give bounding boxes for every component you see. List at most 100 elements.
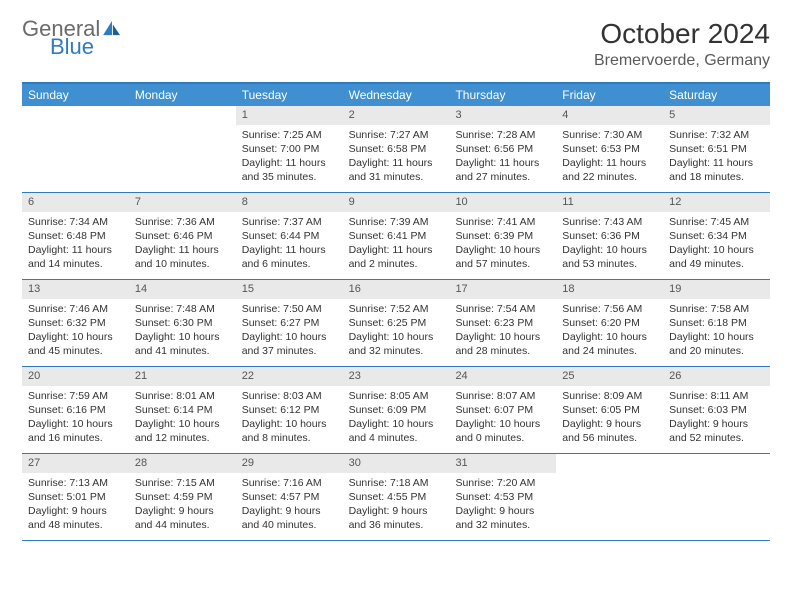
day-content: Sunrise: 7:43 AMSunset: 6:36 PMDaylight:… [556, 212, 663, 278]
sunrise-text: Sunrise: 8:09 AM [562, 389, 657, 403]
calendar: SundayMondayTuesdayWednesdayThursdayFrid… [22, 82, 770, 541]
day-cell: 24Sunrise: 8:07 AMSunset: 6:07 PMDayligh… [449, 367, 556, 453]
sunset-text: Sunset: 6:48 PM [28, 229, 123, 243]
day-cell: 7Sunrise: 7:36 AMSunset: 6:46 PMDaylight… [129, 193, 236, 279]
day-content: Sunrise: 7:16 AMSunset: 4:57 PMDaylight:… [236, 473, 343, 539]
sunrise-text: Sunrise: 7:58 AM [669, 302, 764, 316]
daylight-text: Daylight: 10 hours and 41 minutes. [135, 330, 230, 358]
sunrise-text: Sunrise: 7:27 AM [349, 128, 444, 142]
day-number: 3 [449, 106, 556, 125]
sunrise-text: Sunrise: 7:39 AM [349, 215, 444, 229]
day-cell: 27Sunrise: 7:13 AMSunset: 5:01 PMDayligh… [22, 454, 129, 540]
day-number: 8 [236, 193, 343, 212]
daylight-text: Daylight: 11 hours and 18 minutes. [669, 156, 764, 184]
sunset-text: Sunset: 6:20 PM [562, 316, 657, 330]
day-number: 13 [22, 280, 129, 299]
day-cell: 2Sunrise: 7:27 AMSunset: 6:58 PMDaylight… [343, 106, 450, 192]
day-content: Sunrise: 7:37 AMSunset: 6:44 PMDaylight:… [236, 212, 343, 278]
day-cell [22, 106, 129, 192]
daylight-text: Daylight: 11 hours and 6 minutes. [242, 243, 337, 271]
sunset-text: Sunset: 6:05 PM [562, 403, 657, 417]
sunrise-text: Sunrise: 7:36 AM [135, 215, 230, 229]
sunset-text: Sunset: 6:32 PM [28, 316, 123, 330]
sunset-text: Sunset: 6:25 PM [349, 316, 444, 330]
weekday-row: SundayMondayTuesdayWednesdayThursdayFrid… [22, 84, 770, 106]
sunrise-text: Sunrise: 8:07 AM [455, 389, 550, 403]
sunset-text: Sunset: 6:39 PM [455, 229, 550, 243]
daylight-text: Daylight: 10 hours and 32 minutes. [349, 330, 444, 358]
header: GeneralBlue October 2024 Bremervoerde, G… [22, 18, 770, 70]
day-number: 26 [663, 367, 770, 386]
day-number: 2 [343, 106, 450, 125]
sunrise-text: Sunrise: 7:34 AM [28, 215, 123, 229]
sunrise-text: Sunrise: 7:15 AM [135, 476, 230, 490]
day-content: Sunrise: 8:07 AMSunset: 6:07 PMDaylight:… [449, 386, 556, 452]
day-number: 10 [449, 193, 556, 212]
day-content: Sunrise: 7:13 AMSunset: 5:01 PMDaylight:… [22, 473, 129, 539]
sunrise-text: Sunrise: 7:28 AM [455, 128, 550, 142]
week-row: 6Sunrise: 7:34 AMSunset: 6:48 PMDaylight… [22, 193, 770, 280]
day-cell: 10Sunrise: 7:41 AMSunset: 6:39 PMDayligh… [449, 193, 556, 279]
day-cell: 17Sunrise: 7:54 AMSunset: 6:23 PMDayligh… [449, 280, 556, 366]
day-cell: 5Sunrise: 7:32 AMSunset: 6:51 PMDaylight… [663, 106, 770, 192]
sunrise-text: Sunrise: 7:46 AM [28, 302, 123, 316]
sunset-text: Sunset: 6:16 PM [28, 403, 123, 417]
day-cell: 11Sunrise: 7:43 AMSunset: 6:36 PMDayligh… [556, 193, 663, 279]
day-content: Sunrise: 7:18 AMSunset: 4:55 PMDaylight:… [343, 473, 450, 539]
sunrise-text: Sunrise: 7:37 AM [242, 215, 337, 229]
sunset-text: Sunset: 6:23 PM [455, 316, 550, 330]
weeks-container: 1Sunrise: 7:25 AMSunset: 7:00 PMDaylight… [22, 106, 770, 541]
day-number: 4 [556, 106, 663, 125]
day-number: 27 [22, 454, 129, 473]
day-content: Sunrise: 7:20 AMSunset: 4:53 PMDaylight:… [449, 473, 556, 539]
sunrise-text: Sunrise: 7:30 AM [562, 128, 657, 142]
daylight-text: Daylight: 10 hours and 4 minutes. [349, 417, 444, 445]
daylight-text: Daylight: 9 hours and 52 minutes. [669, 417, 764, 445]
daylight-text: Daylight: 11 hours and 27 minutes. [455, 156, 550, 184]
day-content: Sunrise: 7:52 AMSunset: 6:25 PMDaylight:… [343, 299, 450, 365]
logo-sail-icon [102, 18, 122, 40]
sunrise-text: Sunrise: 7:54 AM [455, 302, 550, 316]
daylight-text: Daylight: 10 hours and 20 minutes. [669, 330, 764, 358]
day-content: Sunrise: 7:34 AMSunset: 6:48 PMDaylight:… [22, 212, 129, 278]
day-content: Sunrise: 8:09 AMSunset: 6:05 PMDaylight:… [556, 386, 663, 452]
day-content: Sunrise: 7:15 AMSunset: 4:59 PMDaylight:… [129, 473, 236, 539]
day-content: Sunrise: 7:45 AMSunset: 6:34 PMDaylight:… [663, 212, 770, 278]
sunset-text: Sunset: 5:01 PM [28, 490, 123, 504]
day-number: 23 [343, 367, 450, 386]
day-content: Sunrise: 7:54 AMSunset: 6:23 PMDaylight:… [449, 299, 556, 365]
sunset-text: Sunset: 4:59 PM [135, 490, 230, 504]
sunrise-text: Sunrise: 7:48 AM [135, 302, 230, 316]
sunrise-text: Sunrise: 7:32 AM [669, 128, 764, 142]
sunset-text: Sunset: 6:18 PM [669, 316, 764, 330]
day-number: 6 [22, 193, 129, 212]
daylight-text: Daylight: 11 hours and 22 minutes. [562, 156, 657, 184]
sunset-text: Sunset: 6:53 PM [562, 142, 657, 156]
sunrise-text: Sunrise: 7:59 AM [28, 389, 123, 403]
location: Bremervoerde, Germany [594, 52, 770, 70]
day-cell: 4 Sunrise: 7:30 AMSunset: 6:53 PMDaylight… [556, 106, 663, 192]
weekday-sunday: Sunday [22, 84, 129, 106]
sunset-text: Sunset: 6:12 PM [242, 403, 337, 417]
sunrise-text: Sunrise: 7:45 AM [669, 215, 764, 229]
day-content: Sunrise: 7:41 AMSunset: 6:39 PMDaylight:… [449, 212, 556, 278]
day-cell [556, 454, 663, 540]
day-number: 1 [236, 106, 343, 125]
day-content: Sunrise: 7:28 AMSunset: 6:56 PMDaylight:… [449, 125, 556, 191]
sunset-text: Sunset: 6:03 PM [669, 403, 764, 417]
sunset-text: Sunset: 6:30 PM [135, 316, 230, 330]
sunset-text: Sunset: 7:00 PM [242, 142, 337, 156]
day-number: 31 [449, 454, 556, 473]
day-content: Sunrise: 7:46 AMSunset: 6:32 PMDaylight:… [22, 299, 129, 365]
daylight-text: Daylight: 11 hours and 31 minutes. [349, 156, 444, 184]
day-number: 29 [236, 454, 343, 473]
day-content: Sunrise: 8:03 AMSunset: 6:12 PMDaylight:… [236, 386, 343, 452]
day-content: Sunrise: 7:39 AMSunset: 6:41 PMDaylight:… [343, 212, 450, 278]
day-number: 20 [22, 367, 129, 386]
day-cell: 8Sunrise: 7:37 AMSunset: 6:44 PMDaylight… [236, 193, 343, 279]
day-cell: 13Sunrise: 7:46 AMSunset: 6:32 PMDayligh… [22, 280, 129, 366]
day-cell: 14Sunrise: 7:48 AMSunset: 6:30 PMDayligh… [129, 280, 236, 366]
day-cell: 28Sunrise: 7:15 AMSunset: 4:59 PMDayligh… [129, 454, 236, 540]
weekday-thursday: Thursday [449, 84, 556, 106]
daylight-text: Daylight: 11 hours and 10 minutes. [135, 243, 230, 271]
